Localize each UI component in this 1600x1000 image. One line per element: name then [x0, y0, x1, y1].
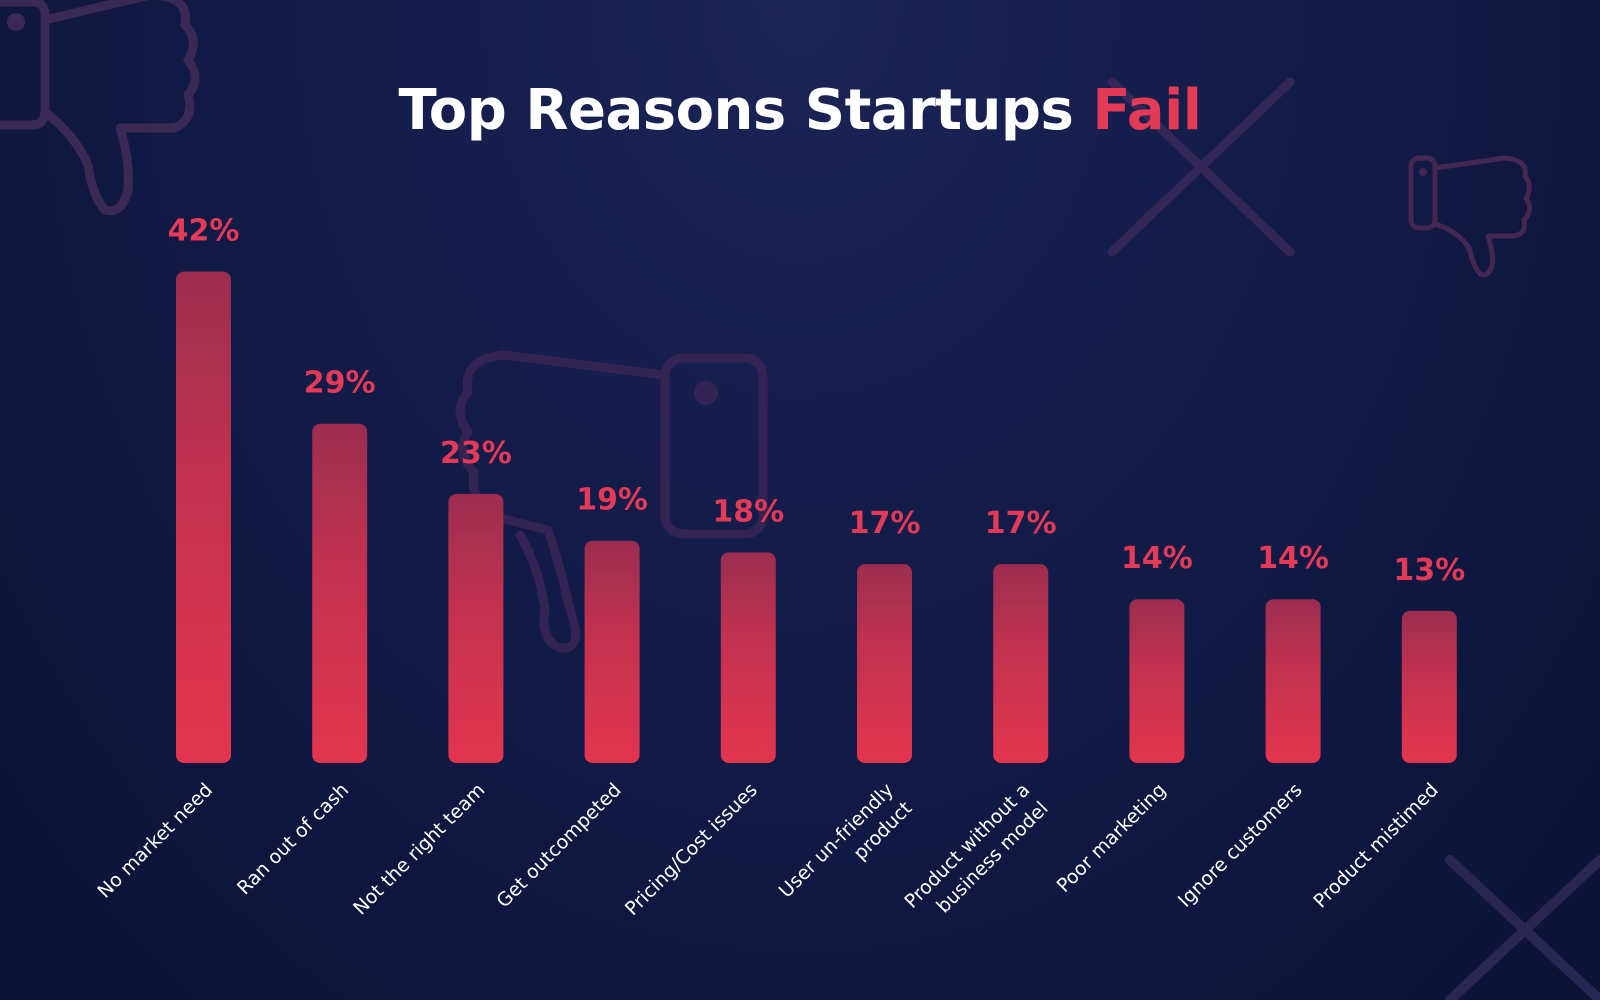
x-mark-icon [1445, 855, 1600, 1000]
category-label-2: Ran out of cash [233, 779, 353, 899]
x-mark-icon [1107, 77, 1295, 257]
thumbs-down-icon [455, 350, 768, 653]
category-label-6: User un-friendlyproduct [775, 779, 917, 921]
bar-2 [312, 423, 368, 763]
value-label-8: 14% [1121, 541, 1193, 576]
bar-6 [857, 564, 912, 763]
category-label-4: Get outcompeted [492, 779, 625, 912]
category-label-3: Not the right team [349, 779, 489, 919]
value-label-10: 13% [1393, 553, 1465, 588]
category-label-line: Product mistimed [1309, 779, 1443, 913]
bar-10 [1401, 610, 1457, 763]
category-label-9: Ignore customers [1174, 779, 1307, 912]
category-label-line: No market need [93, 779, 217, 903]
bar-4 [584, 540, 640, 763]
bar-1 [176, 271, 231, 763]
value-label-2: 29% [304, 366, 376, 401]
category-label-line: Poor marketing [1053, 779, 1171, 897]
bar-7 [993, 564, 1049, 763]
value-label-3: 23% [440, 436, 512, 471]
category-label-line: Not the right team [349, 779, 489, 919]
title-main: Top Reasons Startups [398, 78, 1074, 143]
value-label-7: 17% [985, 506, 1057, 541]
title-accent: Fail [1092, 78, 1202, 143]
bar-8 [1129, 599, 1185, 763]
value-label-9: 14% [1257, 541, 1329, 576]
value-label-1: 42% [168, 214, 240, 249]
category-label-7: Product without abusiness model [900, 779, 1052, 931]
value-label-5: 18% [712, 494, 784, 529]
bar-3 [448, 493, 504, 763]
bar-5 [720, 552, 776, 763]
category-label-1: No market need [93, 779, 217, 903]
category-label-8: Poor marketing [1053, 779, 1171, 897]
bar-9 [1265, 599, 1321, 763]
thumbs-down-icon [1408, 155, 1532, 278]
value-label-4: 19% [576, 483, 648, 518]
category-label-10: Product mistimed [1309, 779, 1443, 913]
value-labels-group: 42% 29% 23% 19% 18% 17% 17% 14% 14% 13% [168, 214, 1466, 588]
category-label-5: Pricing/Cost issues [621, 779, 762, 920]
thumbs-down-icon [0, 0, 200, 216]
chart-title: Top Reasons Startups Fail [0, 78, 1600, 143]
category-label-line: Get outcompeted [492, 779, 625, 912]
value-label-6: 17% [849, 506, 921, 541]
category-label-line: Ran out of cash [233, 779, 353, 899]
category-label-line: Ignore customers [1174, 779, 1307, 912]
bars-group [176, 271, 1457, 763]
category-label-line: Pricing/Cost issues [621, 779, 762, 920]
